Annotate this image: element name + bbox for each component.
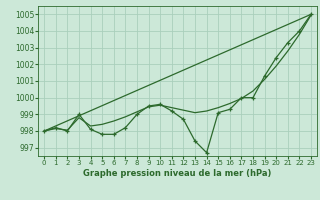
X-axis label: Graphe pression niveau de la mer (hPa): Graphe pression niveau de la mer (hPa) (84, 169, 272, 178)
